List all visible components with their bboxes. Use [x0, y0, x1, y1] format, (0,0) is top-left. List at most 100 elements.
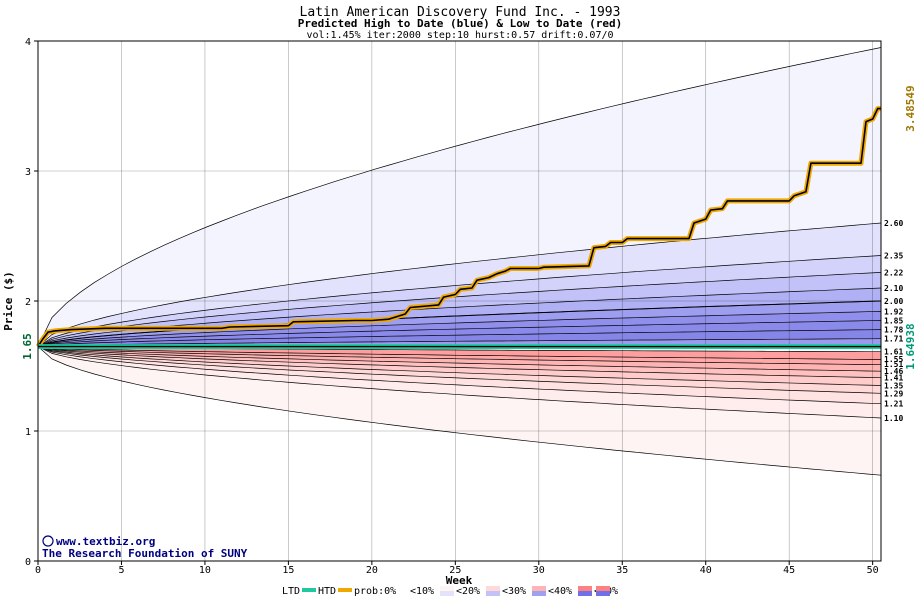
upper-contour-0	[37, 47, 882, 347]
band-label-7: 1.78	[884, 326, 903, 335]
legend-prefix-swatch-bottom	[398, 591, 408, 596]
x-tick-label-10: 10	[199, 565, 211, 576]
x-tick-label-35: 35	[616, 565, 628, 576]
band-label-6: 1.85	[884, 317, 903, 326]
legend-swatch-bottom-last	[596, 591, 610, 596]
end-low-label: 1.64938	[904, 323, 917, 369]
chart-params: vol:1.45% iter:2000 step:10 hurst:0.57 d…	[306, 30, 613, 41]
y-axis-label: Price ($)	[2, 271, 15, 331]
band-label-15: 1.29	[884, 389, 903, 398]
band-value-labels: 2.60 2.35 2.22 2.10 2.001.921.851.781.71 1.61…	[884, 219, 903, 423]
legend-item-3: <40%	[548, 586, 572, 597]
legend-ltd-swatch	[302, 588, 316, 592]
band-label-0: 2.60	[884, 219, 903, 228]
upper-band-1	[38, 223, 881, 347]
y-tick-label-1: 1	[25, 427, 31, 438]
upper-contour-2	[37, 255, 882, 347]
lower-band-4	[38, 346, 881, 386]
legend-prob-label: prob:0%	[354, 586, 396, 597]
legend-swatch-top-3	[578, 586, 592, 591]
x-tick-label-5: 5	[118, 565, 124, 576]
lower-contour-3	[37, 346, 882, 372]
legend-prefix-swatch-top	[398, 586, 408, 591]
htd-line	[37, 107, 881, 347]
x-tick-label-45: 45	[783, 565, 795, 576]
legend-swatch-bottom-1	[486, 591, 500, 596]
lower-band-6	[38, 346, 881, 404]
upper-band-2	[38, 255, 881, 347]
band-label-14: 1.35	[884, 382, 903, 391]
legend-item-1: <20%	[456, 586, 480, 597]
band-label-16: 1.21	[884, 400, 903, 409]
band-label-10: 1.55	[884, 355, 903, 364]
lower-contour-6	[37, 346, 882, 394]
end-high-label: 3.48549	[904, 85, 917, 131]
upper-band-3	[38, 272, 881, 347]
upper-contour-8	[37, 329, 882, 347]
legend-htd-label: HTD	[318, 586, 336, 597]
band-label-5: 1.92	[884, 307, 903, 316]
x-tick-label-30: 30	[533, 565, 545, 576]
probability-bands	[37, 47, 882, 476]
lower-contour-7	[37, 346, 882, 405]
band-label-9: 1.61	[884, 348, 903, 357]
lower-contour-1	[37, 346, 882, 360]
upper-band-8	[38, 329, 881, 347]
upper-contour-6	[37, 311, 882, 347]
credit-url: www.textbiz.org	[56, 535, 155, 548]
copyright-icon	[42, 535, 54, 547]
lower-band-7	[38, 346, 881, 418]
x-axis-label: Week	[446, 574, 473, 587]
grid-lines	[38, 41, 881, 561]
y-tick-label-4: 4	[25, 37, 31, 48]
upper-contour-1	[37, 222, 882, 347]
axis-ticks: 0 5 10 15 20 25 30 35 40 45 50 0 1 2 3 4	[25, 37, 879, 576]
band-label-12: 1.46	[884, 367, 903, 376]
band-label-2: 2.22	[884, 268, 903, 277]
legend-item-0: <10%	[410, 586, 434, 597]
band-label-1: 2.35	[884, 252, 903, 261]
upper-band-5	[38, 301, 881, 347]
upper-band-7	[38, 320, 881, 347]
upper-contour-4	[37, 287, 882, 347]
y-tick-label-0: 0	[25, 557, 31, 568]
lower-contour-2	[37, 346, 882, 366]
legend-item-2: <30%	[502, 586, 526, 597]
band-label-4: 2.00	[884, 297, 903, 306]
lower-contour-8	[37, 346, 882, 419]
legend-swatch-bottom-0	[440, 591, 454, 596]
upper-contour-9	[37, 338, 882, 347]
series-lines	[35, 106, 881, 350]
x-tick-label-25: 25	[449, 565, 461, 576]
credit-org: The Research Foundation of SUNY	[42, 547, 248, 560]
band-label-3: 2.10	[884, 284, 903, 293]
y-tick-label-2: 2	[25, 297, 31, 308]
lower-contour-4	[37, 346, 882, 379]
band-label-11: 1.51	[884, 360, 903, 369]
chart-title: Latin American Discovery Fund Inc. - 199…	[300, 5, 621, 20]
x-tick-label-0: 0	[35, 565, 41, 576]
chart-subtitle: Predicted High to Date (blue) & Low to D…	[298, 17, 623, 30]
upper-band-4	[38, 288, 881, 347]
upper-contour-7	[37, 320, 882, 347]
x-tick-label-15: 15	[282, 565, 294, 576]
x-tick-label-20: 20	[366, 565, 378, 576]
legend-swatch-top-2	[532, 586, 546, 591]
band-label-8: 1.71	[884, 335, 903, 344]
lower-contour-5	[37, 346, 882, 386]
lower-contour-9	[37, 346, 882, 476]
x-tick-label-40: 40	[700, 565, 712, 576]
band-label-17: 1.10	[884, 414, 903, 423]
legend-htd-swatch	[338, 588, 352, 592]
legend-ltd-label: LTD	[282, 586, 300, 597]
legend-swatch-bottom-2	[532, 591, 546, 596]
upper-band-0	[38, 47, 881, 347]
upper-contour-3	[37, 272, 882, 347]
lower-band-8	[38, 346, 881, 476]
legend-swatch-top-1	[486, 586, 500, 591]
lower-band-5	[38, 346, 881, 394]
lower-band-0	[38, 346, 881, 360]
y-tick-label-3: 3	[25, 167, 31, 178]
